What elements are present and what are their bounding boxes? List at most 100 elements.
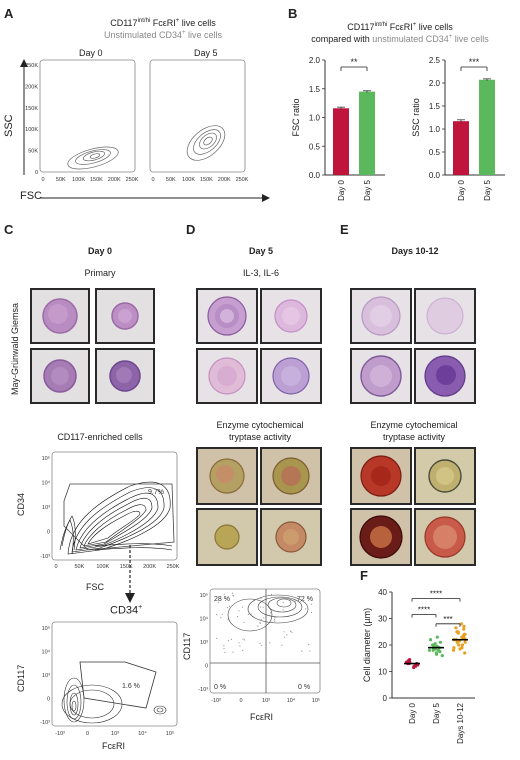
c-ytick2-label: 0	[47, 697, 50, 703]
d-dot	[291, 631, 293, 633]
f-point	[463, 651, 467, 655]
f-point	[463, 640, 467, 644]
d-ytick-label: 10³	[200, 640, 208, 646]
d-dot	[230, 638, 232, 640]
c-xtick-label: 0	[54, 564, 57, 570]
d-dot	[274, 620, 276, 622]
panel-b-charts: 0.0 0.5 1.0 1.5 2.0 FSC ratio Day 0 Day 5 ** 0.0 0…	[291, 56, 505, 201]
b-ytick-label: 1.0	[309, 114, 321, 123]
f-ytick-label: 40	[378, 588, 387, 597]
f-point	[427, 648, 432, 652]
d-dot	[259, 622, 261, 624]
panel-a-day5-frame	[149, 59, 246, 173]
f-point	[451, 648, 456, 652]
panel-d-enzyme-line2: tryptase activity	[228, 432, 292, 442]
f-point	[457, 643, 461, 647]
f-point	[452, 646, 456, 650]
b-bar	[453, 121, 469, 175]
d-dot	[259, 642, 261, 644]
panel-b-subtitle: compared with unstimulated CD34+ live ce…	[311, 34, 489, 44]
b-bar	[359, 91, 375, 175]
panel-a-letter: A	[4, 6, 14, 21]
b-ytick-label: 2.0	[309, 56, 321, 65]
d-dot	[274, 618, 276, 621]
panel-c-letter: C	[4, 222, 14, 237]
c-ytick2-label: 10⁴	[42, 649, 51, 656]
b-ytick-label: 1.5	[429, 102, 441, 111]
flow-gate-2	[79, 661, 157, 709]
d-dot	[262, 606, 264, 608]
d-dot	[274, 617, 276, 619]
f-ytick-label: 30	[378, 615, 387, 624]
d-dot	[223, 645, 225, 647]
panel-a-day0-frame	[39, 59, 136, 173]
f-point	[456, 631, 460, 635]
d-dot	[264, 626, 266, 628]
panel-a-day0-contours	[67, 146, 119, 170]
d-dot	[290, 630, 292, 632]
f-point	[440, 654, 444, 658]
f-xtick-label: Day 5	[432, 702, 441, 723]
cell-image-day0-1	[30, 288, 90, 344]
cell-image-day10-3	[350, 348, 412, 404]
f-sig-label: ****	[430, 590, 442, 599]
a-xtick-label: 50K	[56, 177, 66, 183]
flow-yticks-2: 10⁵ 10⁴ 10³ 0 -10³	[40, 625, 50, 726]
panel-d-heading: Day 5	[248, 246, 274, 256]
cell-image-day0-3	[30, 348, 90, 404]
c-ytick-label: 0	[47, 530, 50, 536]
panel-e-enzyme-line1: Enzyme cytochemical	[370, 420, 458, 430]
panel-c-ylabel: CD34	[16, 492, 26, 516]
b-ylabel: FSC ratio	[291, 98, 301, 136]
f-ytick-label: 0	[383, 694, 388, 703]
fsc-arrowhead	[262, 194, 270, 202]
cd34-plus-label: CD34+	[110, 604, 143, 617]
gate-pct: 9.7%	[148, 489, 164, 496]
f-point	[454, 626, 458, 630]
d-dot	[216, 637, 218, 639]
d-dot	[227, 619, 229, 621]
a-xtick-label: 200K	[108, 177, 121, 183]
f-sig-label: ***	[443, 615, 452, 624]
b-ytick-label: 2.0	[429, 79, 441, 88]
quad-yticks: 10⁵ 10⁴ 10³ 0 -10³	[198, 592, 208, 693]
b-ytick-label: 0.0	[429, 171, 441, 180]
panel-a-ylabel: SSC	[3, 114, 15, 137]
d-dot	[236, 616, 239, 618]
quad-frame	[209, 588, 321, 694]
f-point	[461, 634, 465, 638]
f-xtick-label: Day 0	[408, 702, 417, 723]
a-ytick-label: 0	[35, 170, 38, 176]
d-dot	[275, 616, 277, 618]
cell-image-day5-2	[260, 288, 322, 344]
flow-contours-2	[61, 677, 167, 724]
d-ytick-label: 10⁴	[200, 616, 209, 623]
d-dot	[261, 644, 263, 646]
panel-c-ylabel-2: CD117	[16, 664, 26, 692]
q-lr: 0 %	[298, 684, 310, 691]
f-point	[455, 640, 459, 644]
d-dot	[286, 634, 288, 636]
d-dot	[311, 603, 313, 605]
f-point	[462, 624, 466, 628]
tryptase-day10-3	[350, 508, 412, 566]
d-dot	[282, 601, 284, 604]
b-ytick-label: 2.5	[429, 56, 441, 65]
gate-arrow	[125, 545, 135, 603]
a-xtick-label: 100K	[72, 177, 85, 183]
d-dot	[243, 621, 245, 623]
f-sig-label: ****	[418, 606, 430, 615]
panel-a-yticks: 250K 200K 150K 100K 50K 0	[25, 63, 38, 176]
stain-label: May-Grünwald Giemsa	[10, 302, 20, 395]
cell-image-day10-1	[350, 288, 412, 344]
tryptase-day5-1	[196, 447, 258, 505]
d-xtick-label: 10⁵	[312, 697, 320, 704]
cell-image-day0-2	[95, 288, 155, 344]
b-xtick-label: Day 0	[337, 179, 346, 200]
c-ytick-label: 10³	[42, 505, 50, 511]
flow-xticks: 0 50K 100K 150K 200K 250K	[54, 564, 179, 570]
b-xtick-label: Day 0	[457, 179, 466, 200]
d-dot	[223, 593, 225, 595]
c-xtick-label: 100K	[96, 564, 109, 570]
